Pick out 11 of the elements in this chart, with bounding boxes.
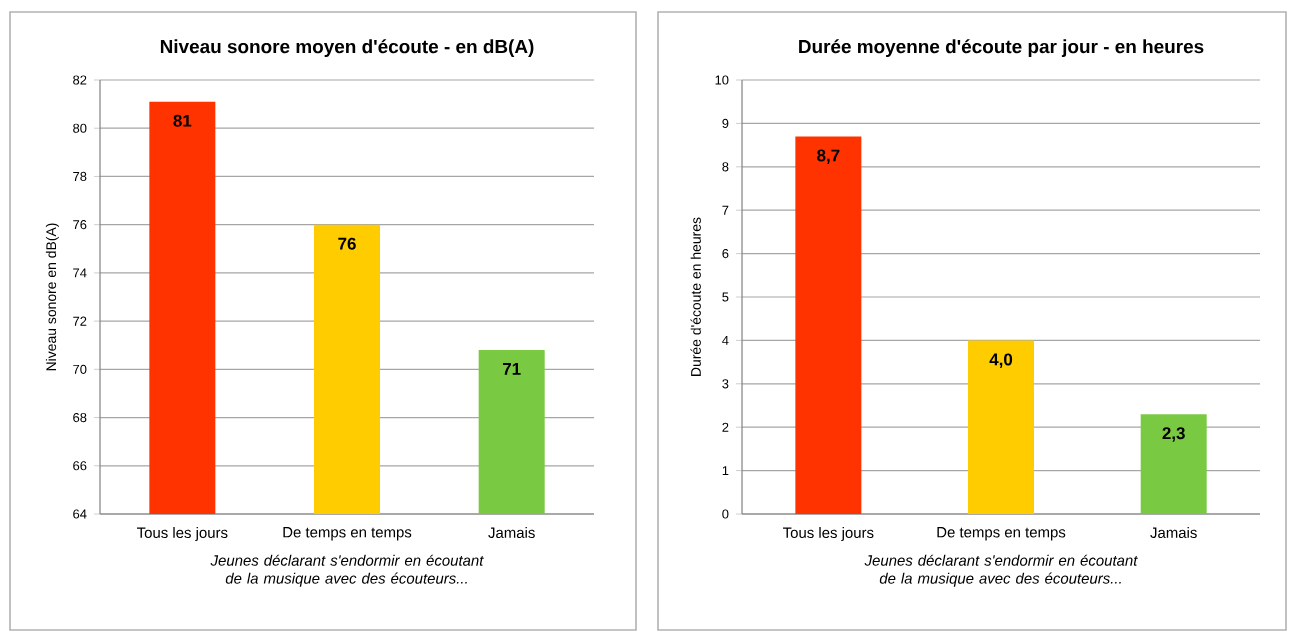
data-label: 4,0 bbox=[989, 353, 1013, 368]
chart-title: Niveau sonore moyen d'écoute - en dB(A) bbox=[160, 39, 534, 58]
data-label: 71 bbox=[502, 363, 521, 375]
data-label: 8,7 bbox=[817, 149, 840, 164]
data-label: 81 bbox=[173, 114, 192, 127]
bar bbox=[795, 136, 862, 514]
chart-title: Durée moyenne d'écoute par jour - en heures bbox=[799, 39, 1204, 58]
data-label: 76 bbox=[338, 237, 356, 250]
bar bbox=[968, 340, 1035, 514]
bar bbox=[1140, 414, 1207, 514]
data-label: 2,3 bbox=[1162, 427, 1185, 442]
